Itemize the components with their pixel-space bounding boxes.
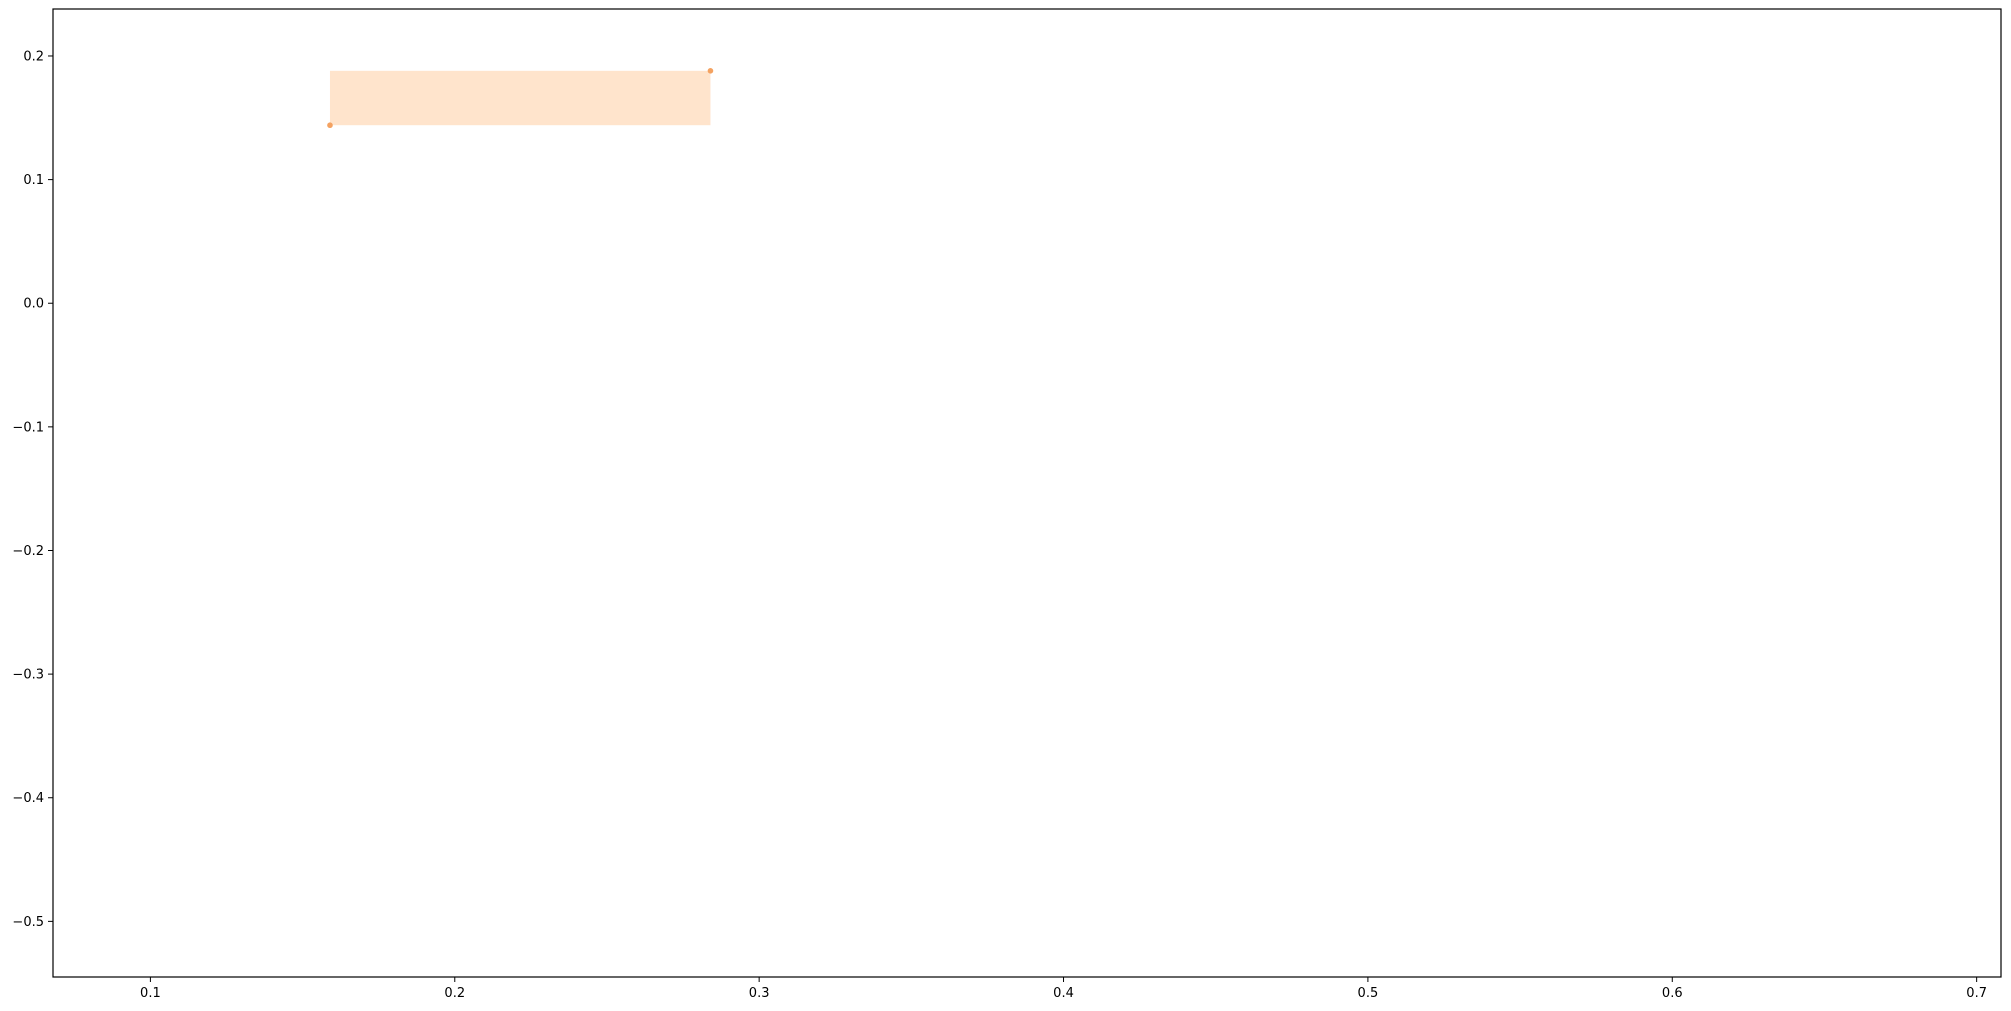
y-tick-label: −0.5 [12,915,44,930]
data-point [327,122,333,129]
plot-area [327,68,714,129]
axes-frame [52,8,2002,978]
y-tick-label: −0.1 [12,420,44,435]
x-tick-label: 0.3 [749,986,770,1001]
y-tick-label: −0.2 [12,544,44,559]
y-tick-label: 0.0 [23,297,44,312]
shaded-region [329,70,711,126]
x-tick-label: 0.5 [1358,986,1379,1001]
axes: 0.1 0.2 0.3 0.4 0.5 0.6 0.7 0.2 0.1 0.0 −0.1 −0.2 −0… [12,49,1987,1001]
y-tick-label: 0.1 [23,173,44,188]
x-tick-label: 0.1 [140,986,161,1001]
x-tick-label: 0.4 [1053,986,1074,1001]
data-point [707,68,714,74]
y-tick-label: −0.4 [12,791,44,806]
x-tick-label: 0.6 [1662,986,1683,1001]
y-tick-label: 0.2 [23,49,44,64]
y-tick-label: −0.3 [12,668,44,683]
x-tick-label: 0.2 [444,986,465,1001]
x-tick-label: 0.7 [1966,986,1987,1001]
